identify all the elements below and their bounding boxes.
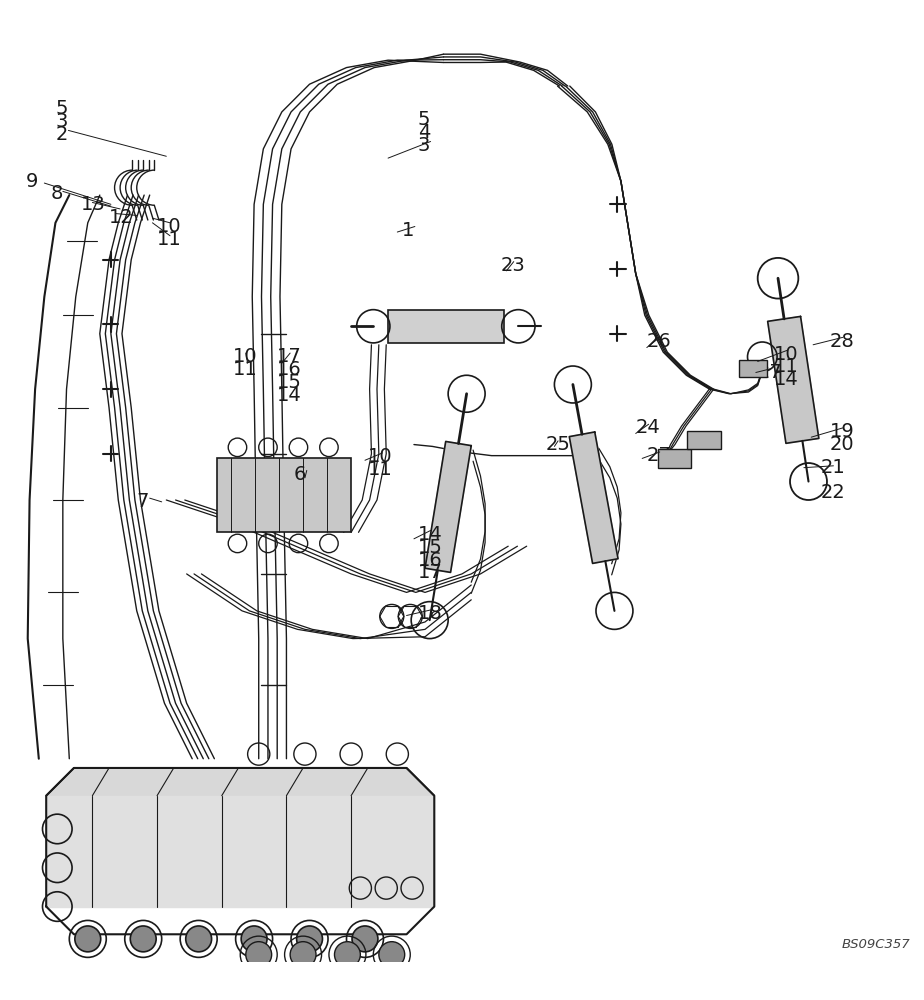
Circle shape — [130, 926, 156, 952]
Text: 14: 14 — [774, 370, 799, 389]
Text: 11: 11 — [157, 230, 182, 249]
Text: 21: 21 — [821, 458, 845, 477]
Text: 17: 17 — [277, 347, 302, 366]
Bar — [739, 360, 767, 377]
Text: 10: 10 — [157, 217, 182, 236]
Text: 11: 11 — [233, 360, 258, 379]
Text: 5: 5 — [418, 110, 431, 129]
Text: 6: 6 — [294, 465, 306, 484]
Polygon shape — [46, 768, 434, 796]
Text: 19: 19 — [830, 422, 855, 441]
Circle shape — [379, 942, 405, 968]
Circle shape — [352, 926, 378, 952]
Text: 4: 4 — [418, 123, 430, 142]
Bar — [687, 431, 721, 449]
Text: BS09C357: BS09C357 — [842, 938, 910, 951]
Text: 25: 25 — [545, 435, 570, 454]
Circle shape — [297, 926, 322, 952]
Text: 11: 11 — [774, 357, 799, 376]
Text: 20: 20 — [830, 435, 855, 454]
Text: 17: 17 — [418, 563, 443, 582]
Text: 27: 27 — [758, 363, 783, 382]
Text: 11: 11 — [368, 460, 393, 479]
Polygon shape — [768, 316, 819, 443]
Text: 27: 27 — [647, 446, 672, 465]
Text: 16: 16 — [418, 551, 443, 570]
Polygon shape — [569, 432, 618, 563]
Text: 12: 12 — [109, 208, 134, 227]
Text: 10: 10 — [368, 447, 393, 466]
Text: 15: 15 — [418, 538, 443, 557]
Circle shape — [246, 942, 272, 968]
Text: 14: 14 — [277, 386, 302, 405]
Text: 5: 5 — [55, 99, 68, 118]
Text: 18: 18 — [418, 604, 443, 623]
Text: 7: 7 — [137, 492, 149, 511]
Bar — [217, 458, 351, 532]
Text: 16: 16 — [277, 360, 302, 379]
Polygon shape — [46, 796, 434, 907]
Circle shape — [241, 926, 267, 952]
Text: 14: 14 — [418, 525, 443, 544]
Bar — [658, 449, 691, 468]
Circle shape — [290, 942, 316, 968]
Text: 26: 26 — [647, 332, 672, 351]
Text: 28: 28 — [830, 332, 855, 351]
Circle shape — [334, 942, 360, 968]
Text: 3: 3 — [418, 136, 430, 155]
Text: 10: 10 — [774, 345, 799, 364]
Circle shape — [186, 926, 212, 952]
Text: 9: 9 — [26, 172, 38, 191]
Circle shape — [75, 926, 101, 952]
Text: 23: 23 — [501, 256, 526, 275]
Text: 1: 1 — [402, 221, 414, 240]
Bar — [388, 310, 504, 343]
Text: 22: 22 — [821, 483, 845, 502]
Text: 8: 8 — [51, 184, 63, 203]
Text: 13: 13 — [81, 195, 106, 214]
Text: 15: 15 — [277, 373, 302, 392]
Text: 24: 24 — [636, 418, 661, 437]
Polygon shape — [425, 441, 471, 572]
Text: 10: 10 — [233, 347, 258, 366]
Text: 2: 2 — [55, 125, 67, 144]
Text: 3: 3 — [55, 112, 67, 131]
